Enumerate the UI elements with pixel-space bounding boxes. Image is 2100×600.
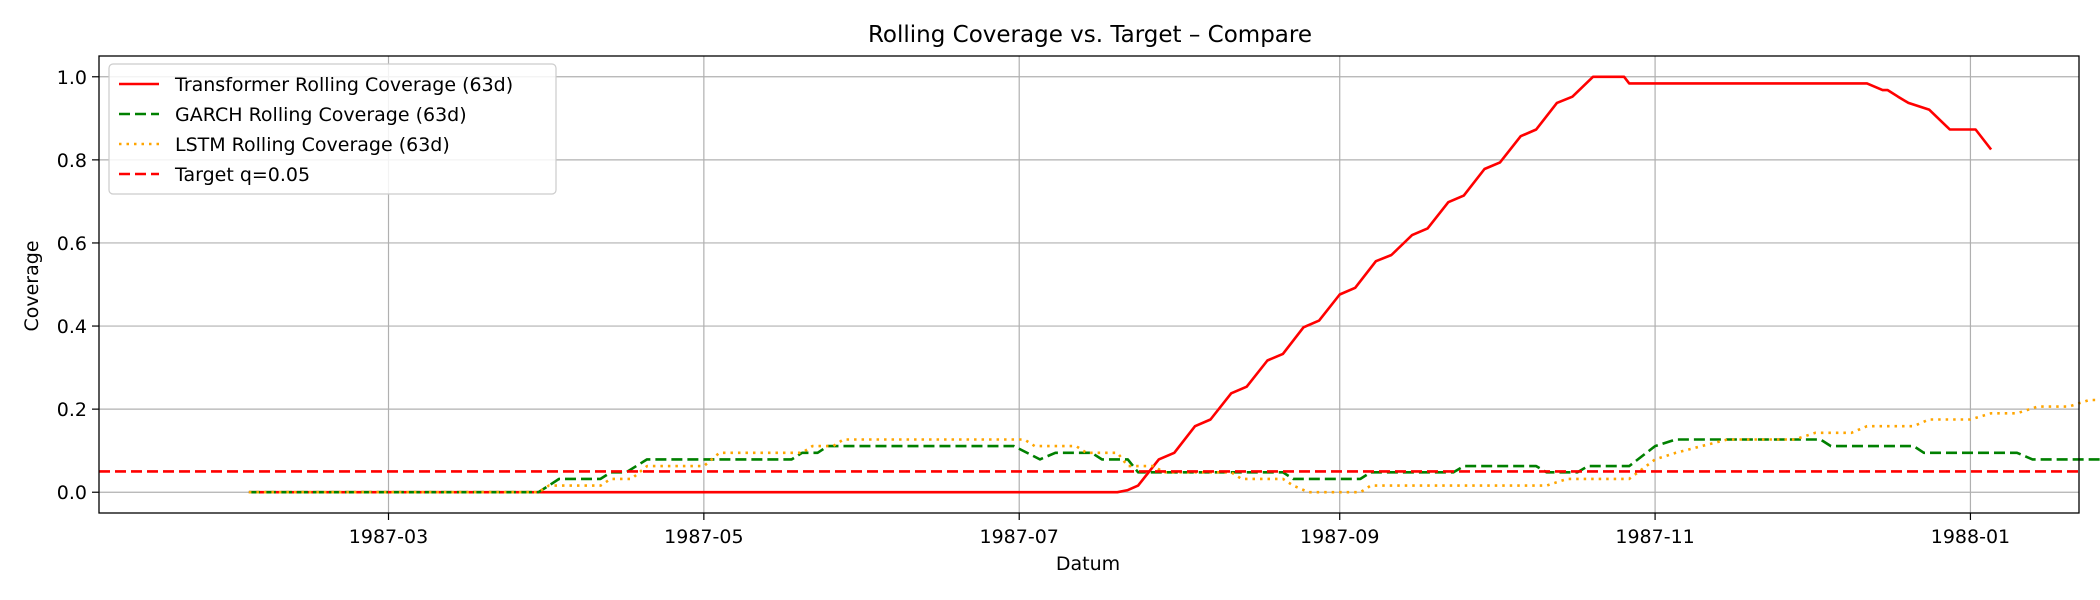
y-tick-label: 1.0 — [57, 67, 87, 89]
transformer-coverage-line — [248, 75, 1993, 494]
x-tick-label: 1987-07 — [980, 526, 1059, 548]
x-axis-label: Datum — [1056, 553, 1120, 575]
y-tick-label: 0.6 — [57, 233, 87, 255]
legend-label: Target q=0.05 — [174, 164, 310, 186]
garch-coverage-line — [248, 438, 2100, 494]
y-tick-label: 0.8 — [57, 150, 87, 172]
legend-label: LSTM Rolling Coverage (63d) — [175, 134, 450, 156]
x-tick-label: 1988-01 — [1931, 526, 2010, 548]
plot-frame — [98, 55, 2080, 514]
x-tick-label: 1987-05 — [664, 526, 743, 548]
legend: Transformer Rolling Coverage (63d) GARCH … — [108, 63, 557, 195]
legend-label: Transformer Rolling Coverage (63d) — [174, 74, 513, 96]
x-tick-label: 1987-03 — [349, 526, 428, 548]
legend-box — [108, 63, 557, 195]
x-tick-label: 1987-11 — [1615, 526, 1694, 548]
y-tick-label: 0.0 — [57, 482, 87, 504]
y-tick-label: 0.2 — [57, 399, 87, 421]
chart-title: Rolling Coverage vs. Target – Compare — [868, 22, 1312, 48]
y-axis-label: Coverage — [21, 240, 43, 331]
series-lines — [99, 75, 2100, 494]
y-tick-label: 0.4 — [57, 316, 87, 338]
lstm-coverage-line — [248, 398, 2100, 494]
axis-ticks: 1987-03 1987-05 1987-07 1987-09 1987-11 1988-… — [57, 67, 2010, 548]
legend-label: GARCH Rolling Coverage (63d) — [175, 104, 467, 126]
x-tick-label: 1987-09 — [1300, 526, 1379, 548]
